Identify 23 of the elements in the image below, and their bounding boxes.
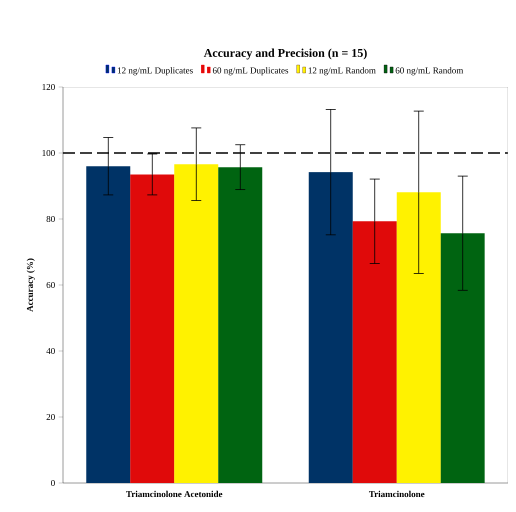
y-tick-label: 120 [42, 84, 55, 90]
legend-label: 60 ng/mL Duplicates [212, 67, 288, 76]
y-tick-label: 40 [46, 348, 55, 354]
bar [396, 192, 441, 483]
legend-label: 12 ng/mL Random [308, 67, 376, 76]
x-tick-label: Triamcinolone [368, 490, 424, 498]
y-tick-label: 0 [51, 480, 55, 486]
bar [130, 174, 174, 483]
y-tick-label: 20 [46, 414, 55, 420]
bar [308, 172, 353, 483]
y-tick-label: 60 [46, 282, 55, 288]
y-axis-title: Accuracy (%) [26, 258, 35, 312]
x-tick-label: Triamcinolone Acetonide [126, 490, 222, 498]
bar [86, 166, 130, 483]
bar [174, 164, 218, 483]
y-tick-label: 80 [46, 216, 55, 222]
chart-title: Accuracy and Precision (n = 15) [204, 48, 367, 60]
bar [440, 233, 485, 483]
bar [352, 221, 397, 483]
legend-label: 60 ng/mL Random [396, 67, 464, 76]
bar [218, 167, 262, 483]
y-tick-label: 100 [42, 150, 55, 156]
legend-label: 12 ng/mL Duplicates [118, 67, 193, 76]
